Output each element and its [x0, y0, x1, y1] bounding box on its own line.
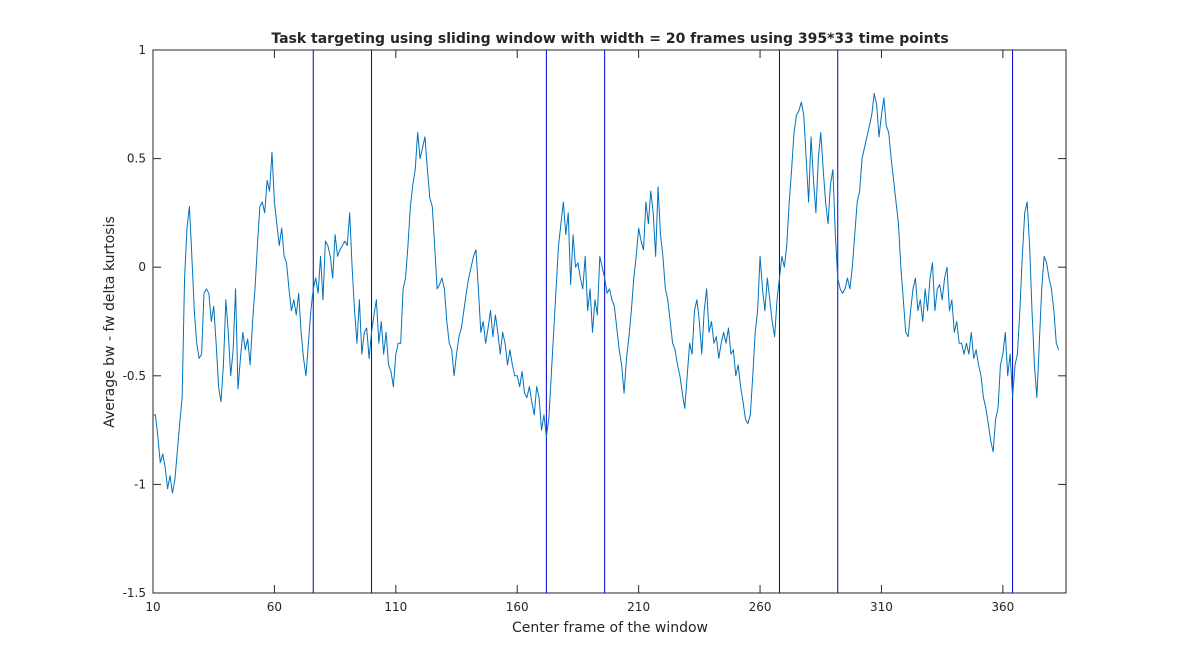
y-tick-label: -0.5 — [123, 369, 146, 383]
y-tick-label: 0 — [138, 260, 146, 274]
y-tick-label: -1 — [134, 477, 146, 491]
x-axis-label: Center frame of the window — [512, 620, 708, 636]
x-tick-label: 260 — [749, 600, 772, 614]
x-tick-label: 60 — [267, 600, 282, 614]
series-line — [153, 92, 1060, 494]
x-tick-label: 210 — [627, 600, 650, 614]
y-tick-label: 1 — [138, 43, 146, 57]
axes-box — [152, 49, 1067, 594]
x-tick-label: 160 — [506, 600, 529, 614]
x-tick-label: 310 — [870, 600, 893, 614]
y-tick-label: 0.5 — [127, 152, 146, 166]
y-axis-label: Average bw - fw delta kurtosis — [102, 216, 118, 428]
x-tick-label: 360 — [991, 600, 1014, 614]
x-tick-label: 110 — [384, 600, 407, 614]
chart-title: Task targeting using sliding window with… — [271, 31, 948, 47]
x-tick-label: 10 — [145, 600, 160, 614]
plot-area: 10 60 110 160 210 260 310 360 -1.5 -1 -0.5 0 0.5 1 — [123, 43, 1067, 614]
y-tick-label: -1.5 — [123, 586, 146, 600]
